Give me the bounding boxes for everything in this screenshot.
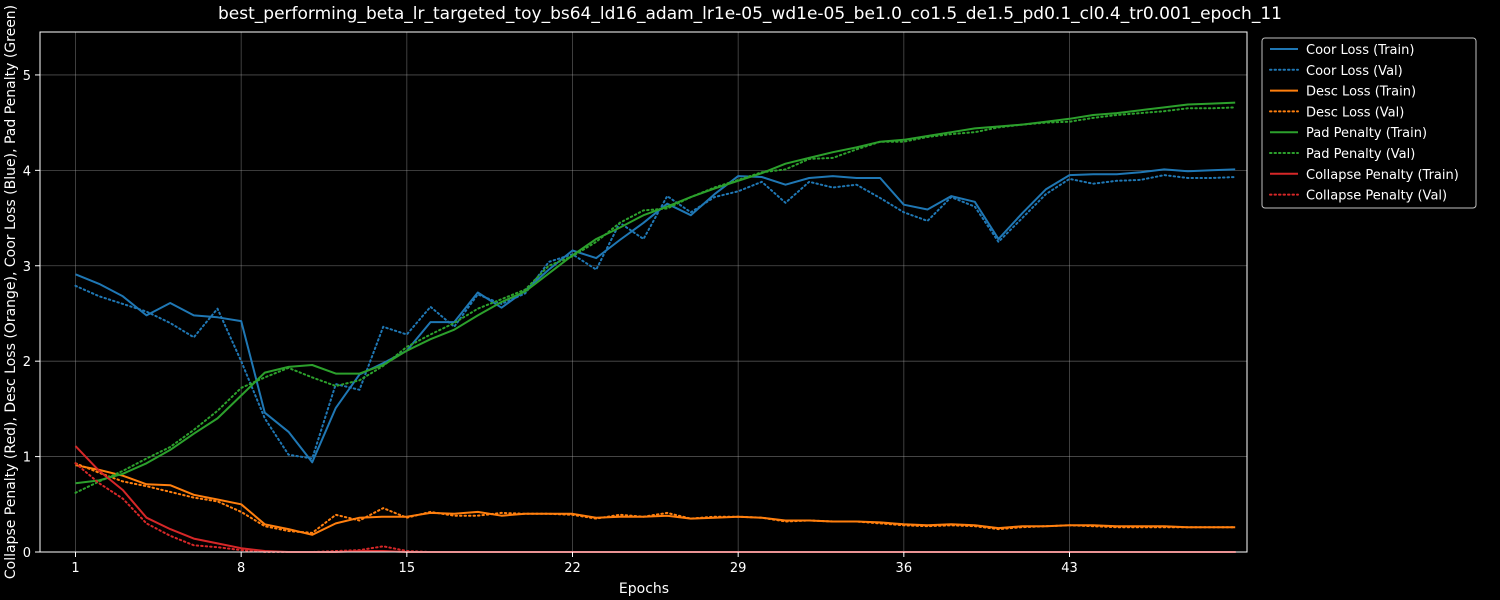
x-tick-label: 15 bbox=[399, 561, 416, 576]
plot-background bbox=[40, 32, 1247, 552]
y-tick-label: 2 bbox=[23, 355, 31, 370]
legend-label: Collapse Penalty (Train) bbox=[1306, 168, 1459, 183]
legend-box bbox=[1261, 37, 1477, 209]
legend-label: Collapse Penalty (Val) bbox=[1306, 189, 1447, 204]
y-tick-label: 1 bbox=[23, 451, 31, 466]
x-tick-label: 29 bbox=[730, 561, 747, 576]
x-tick-label: 36 bbox=[896, 561, 913, 576]
series-line-pad-penalty-train bbox=[75, 101, 1236, 485]
legend: Coor Loss (Train) Coor Loss (Val) Desc Los… bbox=[1261, 37, 1477, 209]
x-tick-label: 1 bbox=[71, 561, 79, 576]
legend-label: Coor Loss (Train) bbox=[1306, 43, 1414, 58]
legend-label: Coor Loss (Val) bbox=[1306, 64, 1403, 79]
legend-label: Desc Loss (Train) bbox=[1306, 85, 1416, 100]
x-tick-label: 22 bbox=[564, 561, 581, 576]
x-tick-label: 8 bbox=[237, 561, 245, 576]
x-tick-label: 43 bbox=[1061, 561, 1078, 576]
plot-frame bbox=[39, 31, 1248, 553]
series-line-coor-loss-train bbox=[75, 168, 1236, 464]
legend-label: Desc Loss (Val) bbox=[1306, 105, 1404, 120]
y-tick-label: 3 bbox=[23, 260, 31, 275]
legend-label: Pad Penalty (Val) bbox=[1306, 147, 1415, 162]
series-line-coor-loss-val bbox=[74, 174, 1237, 460]
series-line-desc-loss-val bbox=[74, 462, 1237, 534]
grid bbox=[40, 32, 1247, 553]
axis-ticks: 1 8 15 22 29 36 43 0 1 2 3 4 5 bbox=[23, 69, 1078, 576]
x-axis-label: Epochs bbox=[619, 581, 669, 597]
series-line-pad-penalty-val bbox=[74, 106, 1237, 494]
y-axis-label: Collapse Penalty (Red), Desc Loss (Orang… bbox=[3, 5, 19, 579]
chart-title: best_performing_beta_lr_targeted_toy_bs6… bbox=[218, 4, 1282, 24]
y-tick-label: 4 bbox=[23, 164, 31, 179]
y-tick-label: 0 bbox=[23, 546, 31, 561]
legend-label: Pad Penalty (Train) bbox=[1306, 126, 1427, 141]
y-tick-label: 5 bbox=[23, 69, 31, 84]
